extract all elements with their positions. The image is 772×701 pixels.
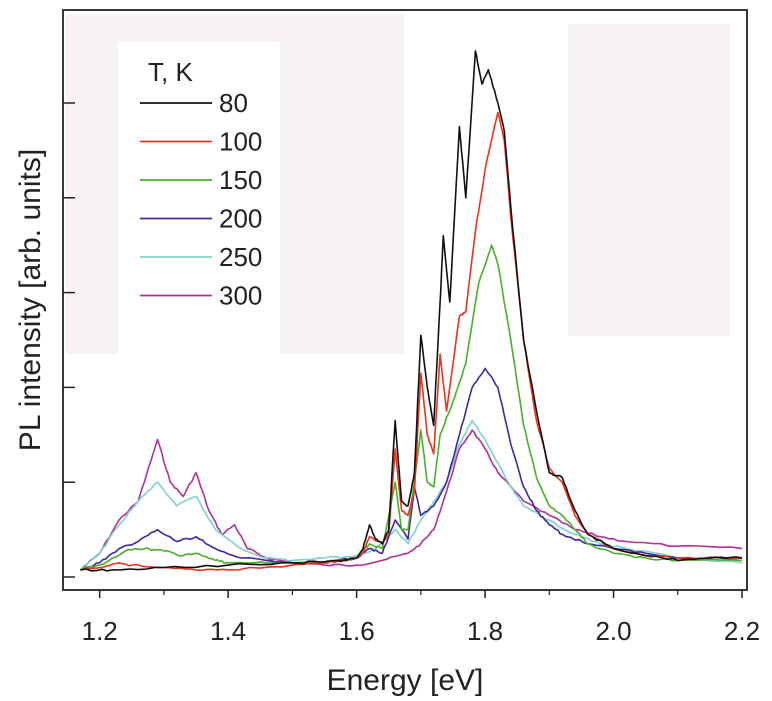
- legend-label: 80: [219, 88, 248, 118]
- x-tick-label: 1.6: [339, 616, 375, 646]
- legend-label: 250: [219, 242, 262, 272]
- x-axis-ticks: 1.2 1.4 1.6 1.8 2.0 2.2: [82, 590, 760, 646]
- series-line-250K: [79, 419, 743, 571]
- series-lines: [79, 50, 743, 572]
- legend-label: 150: [219, 165, 262, 195]
- legend-label: 200: [219, 204, 262, 234]
- series-line-300K: [79, 429, 743, 571]
- x-tick-label: 1.8: [467, 616, 503, 646]
- background-panel-right: [568, 24, 730, 336]
- legend-label: 300: [219, 281, 262, 311]
- plot-frame: [62, 9, 748, 591]
- y-axis-title: PL intensity [arb. units]: [14, 149, 47, 451]
- x-axis-title: Energy [eV]: [327, 664, 484, 697]
- x-tick-label: 2.0: [595, 616, 631, 646]
- legend: T, K 80 100 150 200 250 300: [118, 42, 280, 354]
- x-tick-label: 2.2: [724, 616, 760, 646]
- series-line-100K: [80, 111, 743, 572]
- legend-background: [118, 42, 280, 354]
- legend-title: T, K: [148, 57, 193, 87]
- series-line-150K: [80, 244, 743, 571]
- x-tick-label: 1.2: [82, 616, 118, 646]
- legend-items: 80 100 150 200 250 300: [140, 88, 262, 311]
- series-line-80K: [80, 50, 743, 572]
- x-tick-label: 1.4: [210, 616, 246, 646]
- legend-label: 100: [219, 127, 262, 157]
- series-line-200K: [80, 367, 743, 571]
- y-axis-ticks: [63, 102, 75, 578]
